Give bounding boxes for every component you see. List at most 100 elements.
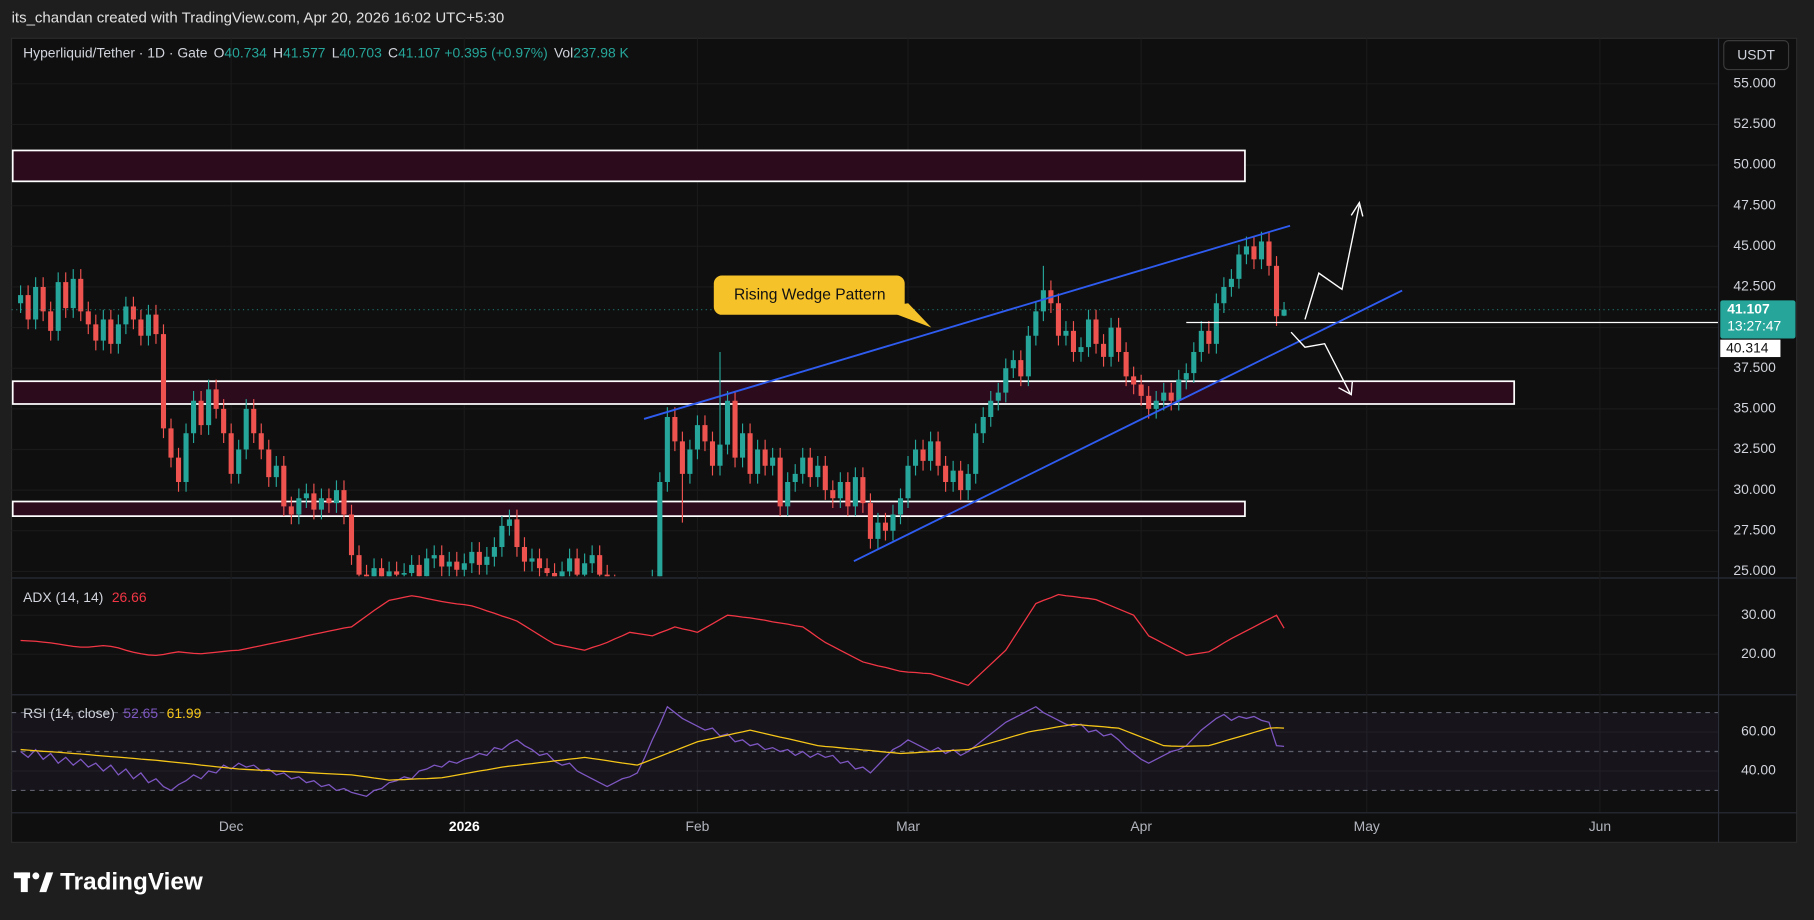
candle-body <box>1198 330 1204 352</box>
candle-body <box>63 282 69 309</box>
price-line-label: 40.314 <box>1726 340 1769 356</box>
candle-body <box>273 465 279 478</box>
candle-body <box>589 555 595 564</box>
candle-body <box>1236 254 1242 279</box>
logo <box>13 872 54 893</box>
rsi-legend: RSI (14, close) 52.65 61.99 <box>23 705 201 721</box>
candle-body <box>890 514 896 531</box>
candle-body <box>679 441 685 474</box>
candle-body <box>1070 330 1077 352</box>
adx-panel <box>20 593 1285 687</box>
zone <box>11 149 1246 183</box>
candle-body <box>792 473 798 483</box>
candle-body <box>1093 319 1099 344</box>
candle-body <box>1191 351 1197 374</box>
candle-body <box>755 449 761 474</box>
currency-button[interactable]: USDT <box>1723 40 1790 71</box>
candle-body <box>965 473 971 491</box>
candle-body <box>33 286 39 320</box>
price-line-box <box>1720 339 1781 358</box>
candle-body <box>153 314 159 335</box>
candle-body <box>55 282 61 331</box>
candle-body <box>333 490 340 504</box>
candle-body <box>1040 290 1046 312</box>
candle-body <box>867 503 873 539</box>
candle-body <box>897 498 904 515</box>
y-tick-label: 30.000 <box>1733 481 1776 497</box>
candle-body <box>709 441 716 466</box>
candle-body <box>664 416 670 483</box>
logo-part <box>39 872 54 893</box>
candle-body <box>1251 246 1257 260</box>
candle-body <box>694 425 700 450</box>
ohlc-value: 40.734 <box>224 44 267 60</box>
candle-body <box>815 465 821 478</box>
candle-body <box>1078 347 1084 352</box>
x-tick-label: Apr <box>1130 818 1152 834</box>
axes: Dec 2026 Feb Mar Apr May Jun 55.000 52.500 50.000… <box>219 74 1796 834</box>
x-tick-label: Jun <box>1589 818 1611 834</box>
candle-body <box>318 498 324 510</box>
candle-body <box>454 561 460 570</box>
arrow-down <box>1290 331 1351 394</box>
candle-body <box>78 278 84 312</box>
candle-body <box>1266 241 1272 266</box>
candle-body <box>807 457 813 478</box>
arrows <box>1290 200 1364 396</box>
candle-body <box>1168 392 1174 401</box>
candle-body <box>747 433 753 474</box>
candle-body <box>1116 327 1122 352</box>
currency[interactable]: USDT <box>1737 46 1775 62</box>
candle-body <box>567 558 573 572</box>
adx-legend: ADX (14, 14) 26.66 <box>23 589 147 605</box>
candle-body <box>281 465 287 507</box>
candle-body <box>25 295 31 320</box>
candle-body <box>363 574 370 577</box>
ohlc-label: C <box>388 44 398 60</box>
y-tick-label: 52.500 <box>1733 115 1776 131</box>
candle-body <box>514 519 520 548</box>
candle-body <box>1176 379 1182 401</box>
ohlc-label: H <box>273 44 283 60</box>
callout-text: Rising Wedge Pattern <box>734 286 886 303</box>
candle-body <box>521 547 528 562</box>
candle-body <box>852 477 858 507</box>
indicator-name: RSI (14, close) <box>23 705 115 721</box>
candle-body <box>995 392 1001 401</box>
y-tick-label: 37.500 <box>1733 359 1776 375</box>
candle-body <box>251 408 257 434</box>
ohlc-label: O <box>214 44 225 60</box>
trend-line <box>643 224 1291 420</box>
candle-body <box>830 490 836 499</box>
currency-button-box[interactable] <box>1723 40 1790 71</box>
candle-body <box>1153 400 1159 409</box>
candle-body <box>228 433 234 474</box>
candle-body <box>1108 327 1114 357</box>
candle-body <box>1101 343 1107 357</box>
y-tick-label: 27.500 <box>1733 521 1776 537</box>
candle-body <box>958 470 964 491</box>
candle-body <box>837 482 843 499</box>
ohlc-value: 41.107 <box>398 44 441 60</box>
candle-body <box>461 563 467 570</box>
candle-body <box>875 522 881 539</box>
candle-body <box>115 324 121 344</box>
arrow-head <box>1338 380 1354 396</box>
symbol-legend: Hyperliquid/Tether · 1D · Gate O40.734 H… <box>23 44 629 60</box>
candle-body <box>311 493 317 510</box>
candle-body <box>446 561 452 567</box>
attribution: its_chandan created with TradingView.com… <box>12 10 505 27</box>
countdown: 13:27:47 <box>1727 318 1781 334</box>
candle-body <box>574 558 580 575</box>
indicator-name: ADX (14, 14) <box>23 589 103 605</box>
candle-body <box>85 311 91 325</box>
candle-body <box>1258 241 1265 260</box>
candle-body <box>882 522 889 531</box>
candle-body <box>243 408 249 450</box>
candle-body <box>604 574 610 577</box>
x-tick-label: Feb <box>685 818 709 834</box>
candle-body <box>123 306 129 325</box>
indicator-line <box>20 593 1285 687</box>
candle-body <box>198 400 204 426</box>
candle-body <box>777 457 783 507</box>
